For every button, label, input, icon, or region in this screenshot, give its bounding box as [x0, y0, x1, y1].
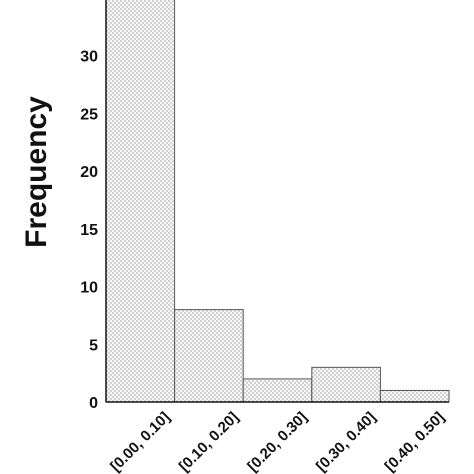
- x-tick-label: [0.40, 0.50]: [382, 409, 448, 474]
- y-tick-label: 20: [80, 164, 98, 181]
- y-tick-label: 10: [80, 280, 98, 297]
- y-tick-label: 30: [80, 49, 98, 66]
- bar-2: [174, 309, 244, 403]
- y-tick-label: 5: [89, 337, 98, 354]
- y-tick-label: 25: [80, 106, 98, 123]
- bar-4: [311, 366, 381, 403]
- bar-3: [242, 378, 313, 403]
- x-axis-tick-labels: [0.00, 0.10] [0.10, 0.20] [0.20, 0.30] [0.3…: [107, 409, 448, 474]
- x-tick-label: [0.30, 0.40]: [313, 409, 379, 474]
- y-axis-ticks: 0 5 10 15 20 25 30: [80, 49, 98, 413]
- bar-1: [105, 0, 176, 403]
- y-axis-title: Frequency: [20, 96, 53, 248]
- x-tick-label: [0.00, 0.10]: [107, 409, 173, 474]
- bar-5: [379, 389, 450, 403]
- y-tick-label: 15: [80, 222, 98, 239]
- x-tick-label: [0.20, 0.30]: [244, 409, 310, 474]
- x-tick-label: [0.10, 0.20]: [176, 409, 242, 474]
- y-tick-label: 0: [89, 395, 98, 412]
- bars-group: [105, 0, 450, 403]
